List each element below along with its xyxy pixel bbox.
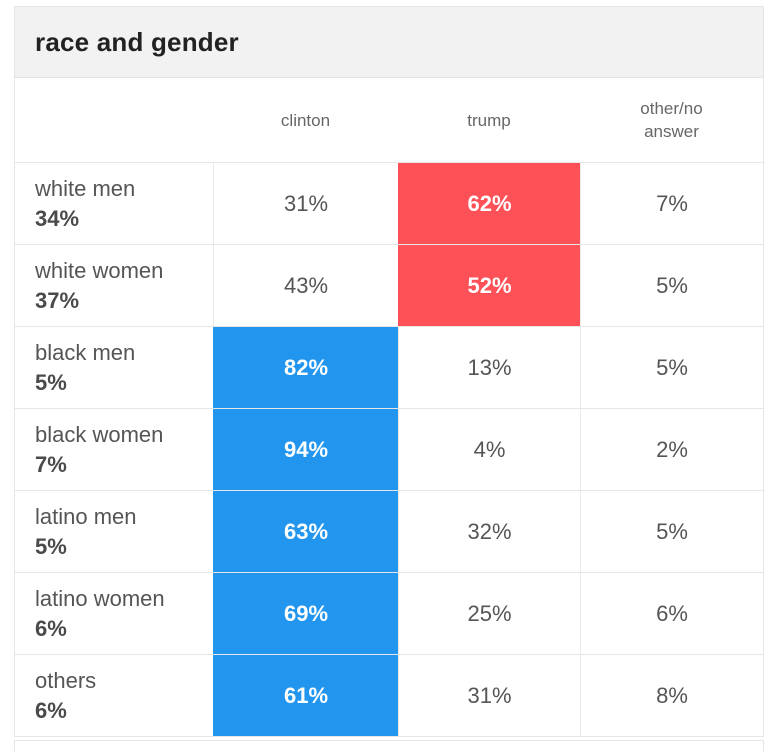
table-row-white-men: white men 34% 31% 62% 7% <box>15 162 763 244</box>
clinton-value-cell: 94% <box>213 409 398 490</box>
section-header: race and gender <box>14 6 764 78</box>
trump-value-cell: 32% <box>398 491 580 572</box>
clinton-value-cell: 63% <box>213 491 398 572</box>
other-value-cell: 7% <box>580 163 763 244</box>
trump-value-cell: 4% <box>398 409 580 490</box>
exit-poll-section: race and gender clinton trump other/no a… <box>14 6 764 752</box>
other-value-cell: 6% <box>580 573 763 654</box>
row-label-cell: black men 5% <box>15 327 213 408</box>
row-label: white women <box>35 257 164 283</box>
other-value-cell: 5% <box>580 491 763 572</box>
column-header-row: clinton trump other/no answer <box>15 78 763 162</box>
row-label-cell: white women 37% <box>15 245 213 326</box>
other-value-cell: 8% <box>580 655 763 736</box>
table-row-others: others 6% 61% 31% 8% <box>15 654 763 736</box>
row-share: 6% <box>35 615 67 641</box>
section-title: race and gender <box>35 26 239 57</box>
row-share: 5% <box>35 533 67 559</box>
trump-value-cell: 25% <box>398 573 580 654</box>
results-table: clinton trump other/no answer white men … <box>14 78 764 737</box>
table-row-white-women: white women 37% 43% 52% 5% <box>15 244 763 326</box>
clinton-value-cell: 61% <box>213 655 398 736</box>
row-label-cell: latino women 6% <box>15 573 213 654</box>
next-section-partial <box>14 740 764 752</box>
trump-value-cell: 13% <box>398 327 580 408</box>
trump-value-cell: 31% <box>398 655 580 736</box>
trump-value-cell: 52% <box>398 245 580 326</box>
other-value-cell: 5% <box>580 327 763 408</box>
table-row-latino-women: latino women 6% 69% 25% 6% <box>15 572 763 654</box>
other-value-cell: 5% <box>580 245 763 326</box>
clinton-value-cell: 43% <box>213 245 398 326</box>
table-row-latino-men: latino men 5% 63% 32% 5% <box>15 490 763 572</box>
row-share: 6% <box>35 697 67 723</box>
column-header-clinton: clinton <box>280 110 331 130</box>
row-label-cell: latino men 5% <box>15 491 213 572</box>
column-header-other: other/no answer <box>640 99 703 141</box>
clinton-value-cell: 31% <box>213 163 398 244</box>
row-share: 5% <box>35 369 67 395</box>
trump-value-cell: 62% <box>398 163 580 244</box>
other-value-cell: 2% <box>580 409 763 490</box>
row-label-cell: white men 34% <box>15 163 213 244</box>
row-label: latino women <box>35 585 165 611</box>
row-label-cell: others 6% <box>15 655 213 736</box>
clinton-value-cell: 69% <box>213 573 398 654</box>
row-label: white men <box>35 175 136 201</box>
row-share: 34% <box>35 205 80 231</box>
row-share: 37% <box>35 287 80 313</box>
clinton-value-cell: 82% <box>213 327 398 408</box>
row-label: latino men <box>35 503 137 529</box>
row-share: 7% <box>35 451 67 477</box>
row-label-cell: black women 7% <box>15 409 213 490</box>
row-label: black men <box>35 339 136 365</box>
row-label: black women <box>35 421 164 447</box>
column-header-trump: trump <box>467 110 511 130</box>
table-row-black-men: black men 5% 82% 13% 5% <box>15 326 763 408</box>
row-label: others <box>35 667 97 693</box>
table-row-black-women: black women 7% 94% 4% 2% <box>15 408 763 490</box>
